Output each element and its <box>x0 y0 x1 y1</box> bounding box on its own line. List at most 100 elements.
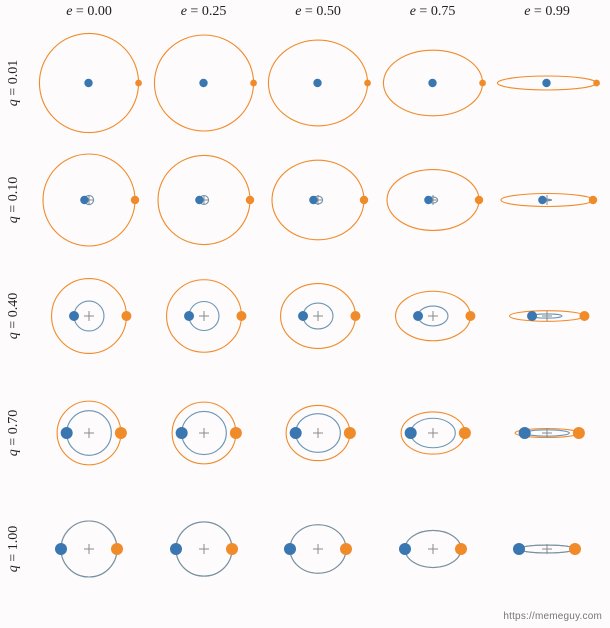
barycenter-marker <box>199 311 209 321</box>
barycenter-marker <box>84 428 94 438</box>
orbit-cell <box>261 259 375 373</box>
col-label-e: e = 0.00 <box>66 4 112 20</box>
body-orange <box>569 543 581 555</box>
orbit-cell <box>490 376 604 490</box>
body-orange <box>131 195 139 203</box>
body-orange <box>135 80 142 87</box>
body-orange <box>364 80 371 87</box>
orbit-cell <box>147 26 261 140</box>
body-orange <box>226 543 238 555</box>
body-blue <box>298 311 308 321</box>
body-orange <box>350 311 360 321</box>
orbit-grid: e = 0.00 e = 0.25 e = 0.50 e = 0.75 e = 0.99… <box>0 0 610 628</box>
row-label-q: q = 0.10 <box>6 176 22 222</box>
barycenter-marker <box>428 544 438 554</box>
orbit-cell <box>376 26 490 140</box>
row-label-q: q = 0.70 <box>6 409 22 455</box>
body-orange <box>245 195 253 203</box>
body-blue <box>55 543 67 555</box>
col-label-e: e = 0.50 <box>295 4 341 20</box>
body-orange <box>236 311 246 321</box>
body-orange <box>115 427 127 439</box>
body-blue <box>195 195 203 203</box>
body-orange <box>250 80 257 87</box>
body-blue <box>61 427 73 439</box>
orbit-cell <box>490 259 604 373</box>
col-label-e: e = 0.75 <box>410 4 456 20</box>
row-label-q: q = 1.00 <box>6 526 22 572</box>
body-orange <box>111 543 123 555</box>
orbit-cell <box>376 492 490 606</box>
body-blue <box>399 543 411 555</box>
watermark: https://memeguy.com <box>503 611 602 622</box>
body-blue <box>84 79 92 87</box>
body-blue <box>513 543 525 555</box>
body-orange <box>579 311 589 321</box>
body-blue <box>290 427 302 439</box>
body-orange <box>344 427 356 439</box>
barycenter-marker <box>542 311 552 321</box>
body-orange <box>479 80 486 87</box>
body-blue <box>184 311 194 321</box>
body-orange <box>593 80 600 87</box>
col-label-e: e = 0.25 <box>181 4 227 20</box>
barycenter-marker <box>84 311 94 321</box>
orbit-cell <box>147 259 261 373</box>
orbit-cell <box>32 26 146 140</box>
body-blue <box>199 79 207 87</box>
orbit-cell <box>147 492 261 606</box>
barycenter-marker <box>84 544 94 554</box>
orbit-cell <box>261 376 375 490</box>
orbit-cell <box>32 143 146 257</box>
body-blue <box>428 79 436 87</box>
orbit-cell <box>32 492 146 606</box>
body-orange <box>360 195 368 203</box>
body-blue <box>80 195 88 203</box>
orbit-cell <box>261 492 375 606</box>
body-orange <box>458 427 470 439</box>
orbit-cell <box>490 26 604 140</box>
body-blue <box>69 311 79 321</box>
body-blue <box>309 195 317 203</box>
body-blue <box>413 311 423 321</box>
orbit-cell <box>490 492 604 606</box>
body-orange <box>229 427 241 439</box>
orbit-cell <box>376 259 490 373</box>
body-blue <box>542 79 550 87</box>
orbit-cell <box>261 26 375 140</box>
body-blue <box>538 195 546 203</box>
barycenter-marker <box>313 544 323 554</box>
body-blue <box>170 543 182 555</box>
body-orange <box>474 195 482 203</box>
barycenter-marker <box>313 311 323 321</box>
barycenter-marker <box>199 544 209 554</box>
body-orange <box>589 195 597 203</box>
orbit-cell <box>32 259 146 373</box>
orbit-cell <box>147 143 261 257</box>
row-label-q: q = 0.40 <box>6 293 22 339</box>
body-blue <box>284 543 296 555</box>
body-blue <box>527 311 537 321</box>
row-label-q: q = 0.01 <box>6 60 22 106</box>
barycenter-marker <box>428 428 438 438</box>
col-label-e: e = 0.99 <box>524 4 570 20</box>
orbit-cell <box>32 376 146 490</box>
body-blue <box>404 427 416 439</box>
body-orange <box>340 543 352 555</box>
body-blue <box>424 195 432 203</box>
barycenter-marker <box>428 311 438 321</box>
body-blue <box>519 427 531 439</box>
orbit-cell <box>376 376 490 490</box>
orbit-cell <box>261 143 375 257</box>
body-orange <box>573 427 585 439</box>
body-orange <box>455 543 467 555</box>
body-blue <box>313 79 321 87</box>
barycenter-marker <box>313 428 323 438</box>
barycenter-marker <box>199 428 209 438</box>
body-orange <box>121 311 131 321</box>
body-blue <box>175 427 187 439</box>
orbit-cell <box>376 143 490 257</box>
orbit-cell <box>147 376 261 490</box>
orbit-cell <box>490 143 604 257</box>
body-orange <box>465 311 475 321</box>
